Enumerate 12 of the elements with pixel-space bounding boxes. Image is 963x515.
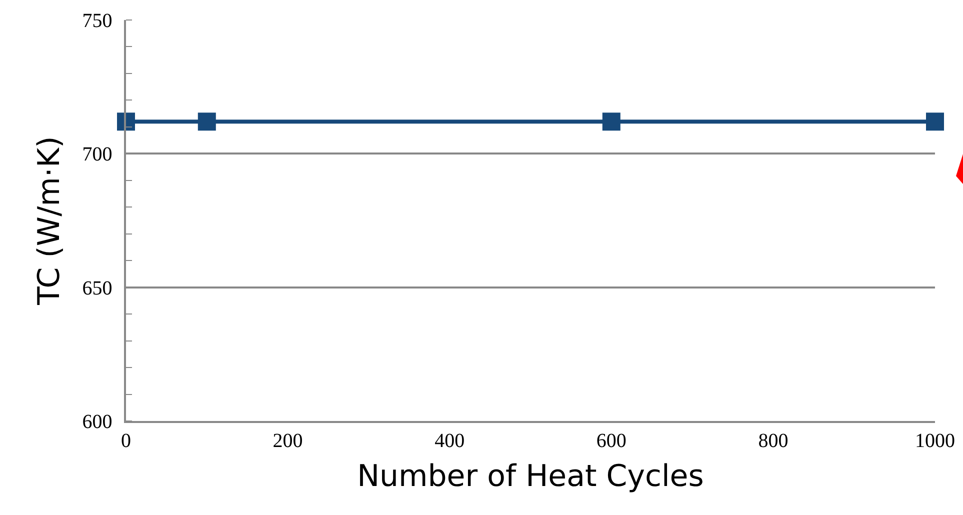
- x-tick-label: 0: [121, 430, 131, 452]
- x-tick-label: 800: [758, 430, 788, 452]
- x-tick-label: 600: [596, 430, 626, 452]
- x-axis-title: Number of Heat Cycles: [357, 458, 704, 494]
- y-tick-label: 650: [82, 277, 112, 300]
- y-axis-title: TC (W/m·K): [32, 136, 67, 306]
- x-tick-label: 400: [434, 430, 465, 452]
- y-tick-label: 600: [82, 411, 112, 433]
- y-tick-label: 700: [82, 144, 112, 166]
- x-tick-label: 1000: [915, 430, 955, 452]
- x-tick-label: 200: [272, 430, 303, 452]
- y-tick-label: 750: [82, 10, 112, 32]
